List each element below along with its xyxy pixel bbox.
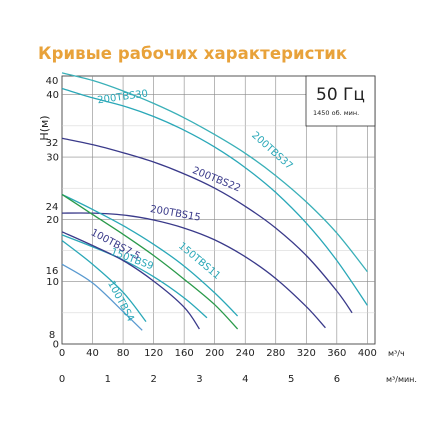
x-tick-primary-7: 280 bbox=[266, 348, 285, 359]
y-tick-right-1: 16 bbox=[46, 266, 59, 277]
curve-label-200tbs30: 200TBS30 bbox=[97, 88, 149, 106]
x-tick-primary-5: 200 bbox=[205, 348, 224, 359]
y-tick-left-3: 30 bbox=[46, 153, 59, 164]
x-tick-primary-1: 40 bbox=[86, 348, 99, 359]
x-tick-primary-10: 400 bbox=[358, 348, 377, 359]
y-tick-right-3: 32 bbox=[46, 138, 59, 149]
y-tick-left-1: 10 bbox=[46, 277, 59, 288]
frequency-box-frame bbox=[305, 75, 376, 127]
speed-label: 1450 об. мин. bbox=[313, 109, 359, 117]
x-tick-primary-2: 80 bbox=[117, 348, 130, 359]
x-tick-secondary-0: 0 bbox=[59, 374, 65, 385]
frequency-label: 50 Гц bbox=[316, 85, 365, 105]
frequency-box: 50 Гц 1450 об. мин. bbox=[305, 75, 376, 127]
chart-series bbox=[61, 72, 368, 331]
series-line-200tbs15 bbox=[61, 212, 326, 329]
x-tick-secondary-4: 4 bbox=[242, 374, 248, 385]
x-unit-secondary: м³/мин. bbox=[386, 375, 417, 384]
curve-label-150tbs11: 150TBS11 bbox=[176, 241, 222, 282]
y-tick-right-2: 24 bbox=[46, 202, 59, 213]
x-tick-primary-0: 0 bbox=[59, 348, 65, 359]
series-line-200tbs37 bbox=[61, 72, 368, 273]
series-line-200tbs22 bbox=[61, 137, 353, 314]
y-axis-label: H(м) bbox=[38, 115, 51, 140]
y-tick-right-4: 40 bbox=[46, 76, 59, 87]
x-tick-secondary-5: 5 bbox=[288, 374, 294, 385]
chart-curve-labels: 200TBS30200TBS37200TBS22200TBS15150TBS11… bbox=[89, 88, 295, 323]
x-tick-primary-4: 160 bbox=[175, 348, 194, 359]
x-tick-secondary-2: 2 bbox=[150, 374, 156, 385]
series-line-150tbs7-5 bbox=[61, 231, 200, 330]
y-tick-left-0: 0 bbox=[53, 340, 59, 351]
y-tick-left-2: 20 bbox=[46, 215, 59, 226]
x-tick-secondary-3: 3 bbox=[196, 374, 202, 385]
curve-label-200tbs37: 200TBS37 bbox=[249, 130, 294, 172]
series-line-100tbs4 bbox=[61, 263, 143, 331]
x-tick-primary-9: 360 bbox=[327, 348, 346, 359]
x-tick-secondary-6: 6 bbox=[334, 374, 340, 385]
series-line-200tbs30 bbox=[61, 87, 368, 306]
series-line-150tbs11 bbox=[61, 193, 239, 317]
x-unit-primary: м³/ч bbox=[388, 349, 405, 358]
y-tick-left-4: 40 bbox=[46, 90, 59, 101]
x-tick-primary-8: 320 bbox=[297, 348, 316, 359]
series-line-100tbs5-5 bbox=[61, 239, 147, 322]
series-line-200tbs11 bbox=[61, 193, 239, 330]
page-title: Кривые рабочих характеристик bbox=[38, 44, 348, 63]
series-line-150tbs9 bbox=[61, 234, 208, 319]
x-tick-primary-3: 120 bbox=[144, 348, 163, 359]
x-tick-secondary-1: 1 bbox=[105, 374, 111, 385]
plot-frame bbox=[61, 75, 376, 345]
y-tick-right-0: 8 bbox=[49, 330, 55, 341]
x-tick-primary-6: 240 bbox=[236, 348, 255, 359]
